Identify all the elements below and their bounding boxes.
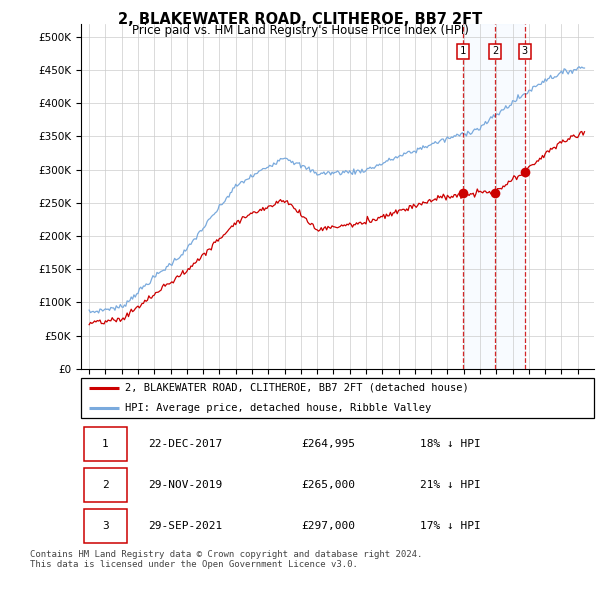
FancyBboxPatch shape: [83, 509, 127, 543]
Text: £297,000: £297,000: [302, 521, 356, 531]
Text: 18% ↓ HPI: 18% ↓ HPI: [419, 439, 481, 449]
Text: 2, BLAKEWATER ROAD, CLITHEROE, BB7 2FT (detached house): 2, BLAKEWATER ROAD, CLITHEROE, BB7 2FT (…: [125, 383, 469, 392]
Bar: [463, 24, 525, 369]
Text: 1: 1: [460, 47, 466, 57]
Text: 1: 1: [102, 439, 109, 449]
Text: 17% ↓ HPI: 17% ↓ HPI: [419, 521, 481, 531]
FancyBboxPatch shape: [83, 468, 127, 503]
Text: HPI: Average price, detached house, Ribble Valley: HPI: Average price, detached house, Ribb…: [125, 403, 431, 412]
Text: 29-SEP-2021: 29-SEP-2021: [148, 521, 222, 531]
Text: Contains HM Land Registry data © Crown copyright and database right 2024.
This d: Contains HM Land Registry data © Crown c…: [30, 550, 422, 569]
Text: £265,000: £265,000: [302, 480, 356, 490]
FancyBboxPatch shape: [83, 427, 127, 461]
Text: £264,995: £264,995: [302, 439, 356, 449]
Text: 2: 2: [102, 480, 109, 490]
Text: 2: 2: [492, 47, 498, 57]
FancyBboxPatch shape: [81, 378, 594, 418]
Text: 3: 3: [521, 47, 528, 57]
Text: 22-DEC-2017: 22-DEC-2017: [148, 439, 222, 449]
Text: 21% ↓ HPI: 21% ↓ HPI: [419, 480, 481, 490]
Text: Price paid vs. HM Land Registry's House Price Index (HPI): Price paid vs. HM Land Registry's House …: [131, 24, 469, 37]
Text: 3: 3: [102, 521, 109, 531]
Text: 29-NOV-2019: 29-NOV-2019: [148, 480, 222, 490]
Text: 2, BLAKEWATER ROAD, CLITHEROE, BB7 2FT: 2, BLAKEWATER ROAD, CLITHEROE, BB7 2FT: [118, 12, 482, 27]
